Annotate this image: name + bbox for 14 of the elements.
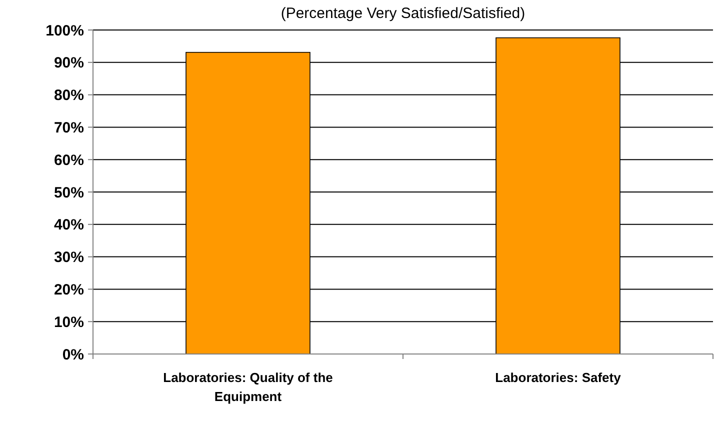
y-tick-label: 70% [54,119,84,136]
y-tick-label: 10% [54,314,84,331]
y-tick-label: 20% [54,281,84,298]
y-tick-label: 90% [54,54,84,72]
y-tick-label: 50% [54,184,84,202]
x-tick-label: Laboratories: Safety [495,370,622,385]
y-tick-label: 80% [54,87,84,104]
y-tick-label: 40% [54,216,84,234]
y-tick-label: 100% [46,22,84,40]
y-tick-label: 0% [62,346,84,364]
chart-subtitle: (Percentage Very Satisfied/Satisfied) [280,5,526,22]
x-tick-label: Laboratories: Quality of the Equipment [163,370,333,404]
y-tick-label: 30% [54,249,84,266]
y-tick-label: 60% [54,152,84,169]
